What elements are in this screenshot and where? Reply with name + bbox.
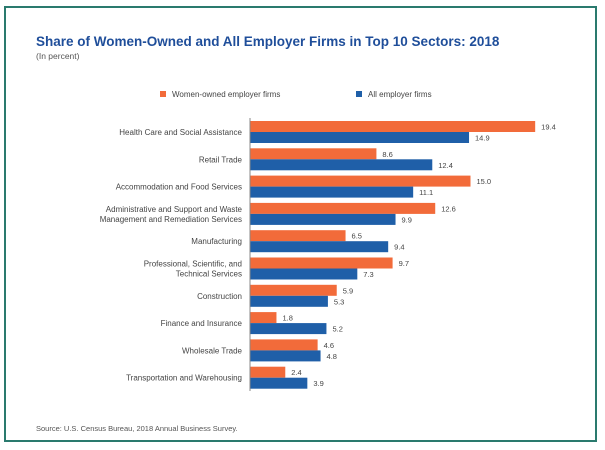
category-label: Wholesale Trade — [182, 346, 243, 355]
bar-women-owned — [250, 284, 337, 296]
category-label: Administrative and Support and Waste — [106, 205, 243, 214]
bar-women-owned — [250, 339, 318, 351]
bar-women-owned — [250, 121, 536, 132]
value-label: 14.9 — [475, 134, 490, 143]
bar-women-owned — [250, 202, 436, 214]
bar-all-employer — [250, 377, 308, 389]
value-label: 5.2 — [332, 325, 342, 334]
legend-swatch-0 — [160, 91, 166, 97]
bar-women-owned — [250, 366, 286, 378]
bar-women-owned — [250, 257, 393, 269]
value-label: 15.0 — [477, 177, 492, 186]
category-label: Retail Trade — [199, 155, 243, 164]
category-label: Health Care and Social Assistance — [119, 128, 242, 137]
source-note: Source: U.S. Census Bureau, 2018 Annual … — [36, 424, 238, 433]
chart-subtitle: (In percent) — [36, 51, 80, 61]
value-label: 19.4 — [541, 123, 556, 132]
category-label: Construction — [197, 292, 242, 301]
value-label: 9.7 — [399, 259, 409, 268]
category-label: Accommodation and Food Services — [116, 183, 242, 192]
bar-women-owned — [250, 175, 471, 187]
value-label: 5.9 — [343, 286, 353, 295]
bar-all-employer — [250, 186, 414, 198]
value-label: 11.1 — [419, 188, 433, 197]
category-label: Manufacturing — [191, 237, 242, 246]
value-label: 2.4 — [291, 368, 301, 377]
bar-all-employer — [250, 323, 327, 335]
category-label: Finance and Insurance — [161, 319, 243, 328]
bar-all-employer — [250, 159, 433, 171]
value-label: 9.9 — [402, 215, 412, 224]
bar-women-owned — [250, 148, 377, 160]
chart-title: Share of Women-Owned and All Employer Fi… — [36, 34, 500, 49]
value-labels: 19.4 14.9 8.6 12.4 15.0 11.1 12.6 9.9 6.5 9.4 9.7 7… — [282, 123, 555, 389]
category-label: Professional, Scientific, and — [144, 260, 242, 269]
bar-all-employer — [250, 213, 396, 225]
category-label: Technical Services — [176, 270, 242, 279]
bar-all-employer — [250, 268, 358, 280]
bars — [250, 121, 536, 389]
value-label: 6.5 — [352, 232, 362, 241]
bar-women-owned — [250, 230, 346, 242]
value-label: 7.3 — [363, 270, 373, 279]
legend-swatch-1 — [356, 91, 362, 97]
legend-label-0: Women-owned employer firms — [172, 90, 280, 99]
bar-all-employer — [250, 132, 470, 143]
value-label: 3.9 — [313, 379, 323, 388]
bar-all-employer — [250, 350, 321, 362]
value-label: 4.6 — [324, 341, 334, 350]
value-label: 5.3 — [334, 297, 344, 306]
bar-women-owned — [250, 312, 277, 324]
value-label: 8.6 — [382, 150, 392, 159]
category-label: Transportation and Warehousing — [126, 374, 242, 383]
legend: Women-owned employer firms All employer f… — [160, 90, 432, 99]
value-label: 12.6 — [441, 204, 456, 213]
category-label: Management and Remediation Services — [100, 215, 242, 224]
value-label: 12.4 — [438, 161, 453, 170]
legend-label-1: All employer firms — [368, 90, 432, 99]
bar-all-employer — [250, 241, 389, 253]
value-label: 4.8 — [327, 352, 337, 361]
category-labels: Health Care and Social Assistance Retail … — [100, 128, 243, 383]
value-label: 9.4 — [394, 243, 404, 252]
value-label: 1.8 — [282, 314, 292, 323]
bar-all-employer — [250, 295, 328, 307]
